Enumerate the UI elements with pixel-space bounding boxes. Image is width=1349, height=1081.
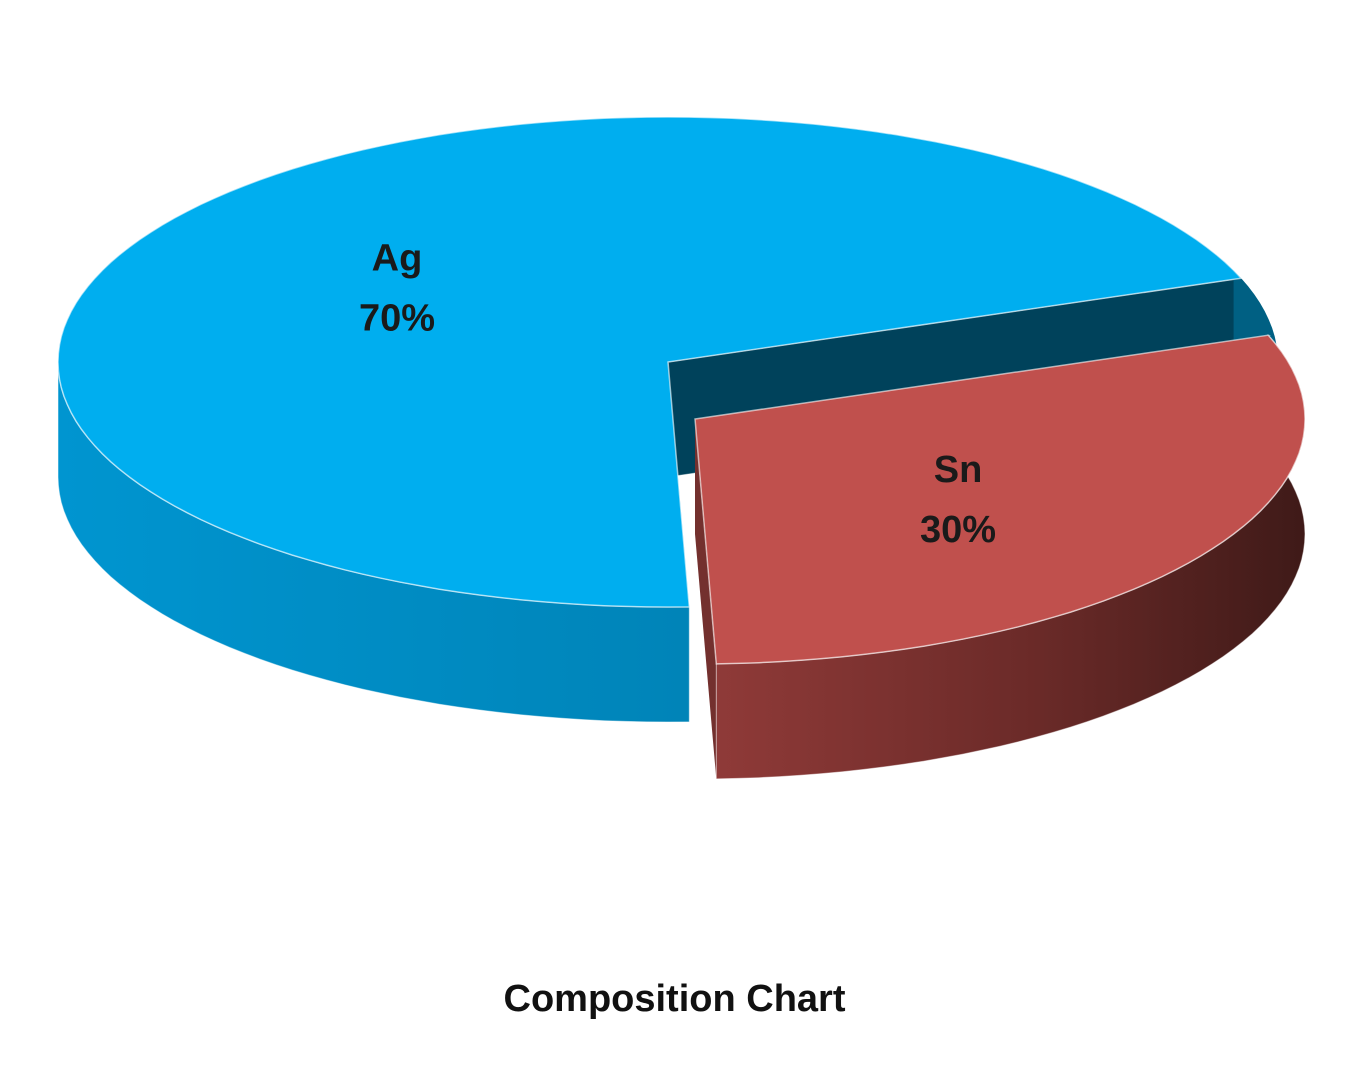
sn-name-label: Sn <box>934 449 983 491</box>
ag-name-label: Ag <box>372 238 423 280</box>
ag-slice-top <box>57 116 1243 608</box>
sn-value-label: 30% <box>920 509 996 551</box>
sn-inner-wall <box>695 419 717 779</box>
pie-chart: Ag 70% Sn 30% Composition Chart <box>57 116 1306 1020</box>
sn-slice-top <box>694 334 1306 665</box>
ag-value-label: 70% <box>359 298 435 340</box>
chart-title: Composition Chart <box>503 978 846 1020</box>
pie-svg: Ag 70% Sn 30% <box>57 116 1306 780</box>
